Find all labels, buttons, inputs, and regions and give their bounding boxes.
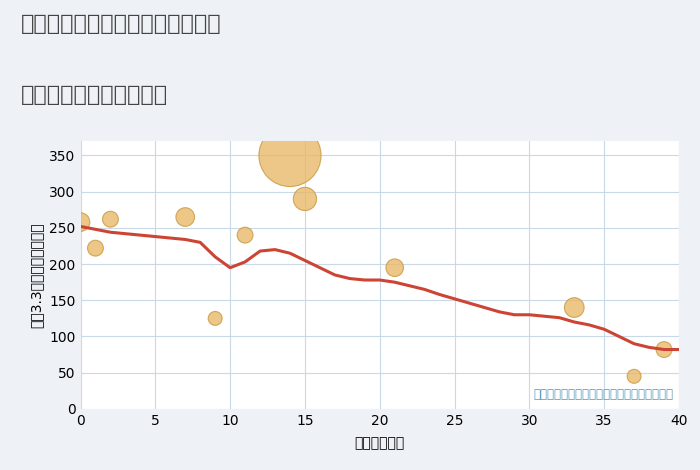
X-axis label: 築年数（年）: 築年数（年） xyxy=(355,436,405,450)
Point xyxy=(209,314,220,322)
Point xyxy=(300,195,311,203)
Point xyxy=(239,231,251,239)
Point xyxy=(284,152,295,159)
Point xyxy=(180,213,191,221)
Point xyxy=(90,244,101,252)
Text: 神奈川県川崎市中原区木月大町の: 神奈川県川崎市中原区木月大町の xyxy=(21,14,222,34)
Point xyxy=(75,219,86,226)
Point xyxy=(105,215,116,223)
Text: 円の大きさは、取引のあった物件面積を示す: 円の大きさは、取引のあった物件面積を示す xyxy=(533,388,673,401)
Point xyxy=(659,346,670,353)
Point xyxy=(389,264,400,272)
Text: 築年数別中古戸建て価格: 築年数別中古戸建て価格 xyxy=(21,85,168,105)
Y-axis label: 坪（3.3㎡）単価（万円）: 坪（3.3㎡）単価（万円） xyxy=(29,222,43,328)
Point xyxy=(629,373,640,380)
Point xyxy=(568,304,580,311)
